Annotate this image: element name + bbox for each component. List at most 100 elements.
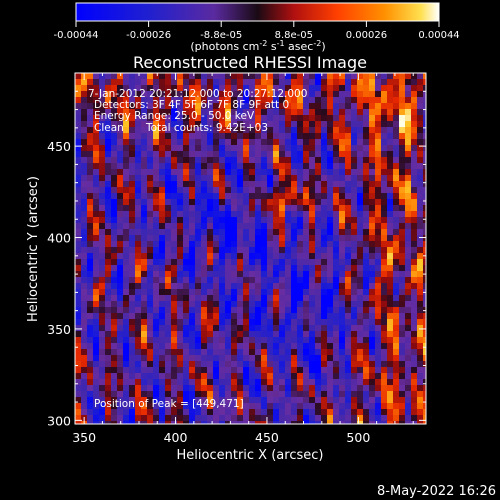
heatmap-cell <box>393 391 400 398</box>
heatmap-cell <box>159 325 166 332</box>
heatmap-cell <box>123 373 130 380</box>
heatmap-cell <box>111 337 118 344</box>
heatmap-cell <box>321 181 328 188</box>
heatmap-cell <box>291 121 298 128</box>
heatmap-cell <box>111 205 118 212</box>
heatmap-cell <box>411 79 418 86</box>
heatmap-cell <box>387 367 394 374</box>
heatmap-cell <box>75 157 82 164</box>
heatmap-cell <box>363 265 370 272</box>
heatmap-cell <box>111 301 118 308</box>
heatmap-cell <box>387 289 394 296</box>
heatmap-cell <box>285 259 292 266</box>
heatmap-cell <box>279 289 286 296</box>
heatmap-cell <box>333 163 340 170</box>
heatmap-cell <box>315 397 322 404</box>
heatmap-cell <box>327 289 334 296</box>
heatmap-cell <box>291 169 298 176</box>
heatmap-cell <box>93 265 100 272</box>
heatmap-cell <box>135 307 142 314</box>
heatmap-cell <box>141 271 148 278</box>
heatmap-cell <box>273 325 280 332</box>
heatmap-cell <box>327 103 334 110</box>
heatmap-cell <box>291 97 298 104</box>
heatmap-cell <box>321 295 328 302</box>
heatmap-cell <box>177 97 184 104</box>
heatmap-cell <box>393 211 400 218</box>
heatmap-cell <box>291 379 298 386</box>
heatmap-cell <box>123 265 130 272</box>
heatmap-cell <box>279 373 286 380</box>
heatmap-cell <box>111 121 118 128</box>
heatmap-cell <box>243 277 250 284</box>
heatmap-cell <box>345 271 352 278</box>
heatmap-cell <box>405 157 412 164</box>
heatmap-cell <box>297 115 304 122</box>
heatmap-cell <box>225 85 232 92</box>
heatmap-cell <box>117 187 124 194</box>
heatmap-cell <box>399 73 406 80</box>
heatmap-cell <box>321 133 328 140</box>
heatmap-cell <box>255 229 262 236</box>
heatmap-cell <box>195 403 202 410</box>
heatmap-cell <box>357 415 364 422</box>
heatmap-cell <box>207 421 214 424</box>
heatmap-cell <box>165 187 172 194</box>
heatmap-cell <box>87 223 94 230</box>
heatmap-cell <box>345 181 352 188</box>
heatmap-cell <box>327 109 334 116</box>
heatmap-cell <box>333 247 340 254</box>
heatmap-cell <box>183 193 190 200</box>
heatmap-cell <box>219 103 226 110</box>
heatmap-cell <box>93 97 100 104</box>
heatmap-cell <box>171 259 178 266</box>
heatmap-cell <box>405 109 412 116</box>
heatmap-cell <box>129 235 136 242</box>
heatmap-cell <box>315 163 322 170</box>
heatmap-cell <box>141 307 148 314</box>
heatmap-cell <box>165 355 172 362</box>
heatmap-cell <box>279 151 286 158</box>
heatmap-cell <box>315 385 322 392</box>
heatmap-cell <box>387 85 394 92</box>
heatmap-cell <box>249 97 256 104</box>
heatmap-cell <box>93 301 100 308</box>
heatmap-cell <box>147 277 154 284</box>
heatmap-cell <box>267 373 274 380</box>
heatmap-cell <box>393 301 400 308</box>
heatmap-cell <box>237 391 244 398</box>
heatmap-cell <box>99 85 106 92</box>
heatmap-cell <box>147 103 154 110</box>
heatmap-cell <box>381 361 388 368</box>
heatmap-cell <box>369 157 376 164</box>
heatmap-cell <box>189 373 196 380</box>
heatmap-cell <box>231 355 238 362</box>
heatmap-cell <box>201 109 208 116</box>
heatmap-cell <box>285 295 292 302</box>
heatmap-cell <box>291 229 298 236</box>
heatmap-cell <box>207 361 214 368</box>
heatmap-cell <box>423 409 426 416</box>
heatmap-cell <box>411 157 418 164</box>
heatmap-cell <box>237 121 244 128</box>
heatmap-cell <box>369 313 376 320</box>
heatmap-cell <box>423 175 426 182</box>
heatmap-cell <box>159 115 166 122</box>
heatmap-cell <box>285 151 292 158</box>
heatmap-cell <box>195 169 202 176</box>
heatmap-cell <box>237 313 244 320</box>
heatmap-cell <box>219 331 226 338</box>
heatmap-cell <box>135 229 142 236</box>
heatmap-cell <box>165 409 172 416</box>
heatmap-cell <box>123 289 130 296</box>
heatmap-cell <box>387 193 394 200</box>
heatmap-cell <box>315 265 322 272</box>
heatmap-cell <box>339 295 346 302</box>
heatmap-cell <box>201 367 208 374</box>
heatmap-cell <box>189 409 196 416</box>
heatmap-cell <box>93 361 100 368</box>
heatmap-cell <box>207 289 214 296</box>
heatmap-cell <box>123 175 130 182</box>
heatmap-cell <box>231 403 238 410</box>
heatmap-cell <box>363 163 370 170</box>
